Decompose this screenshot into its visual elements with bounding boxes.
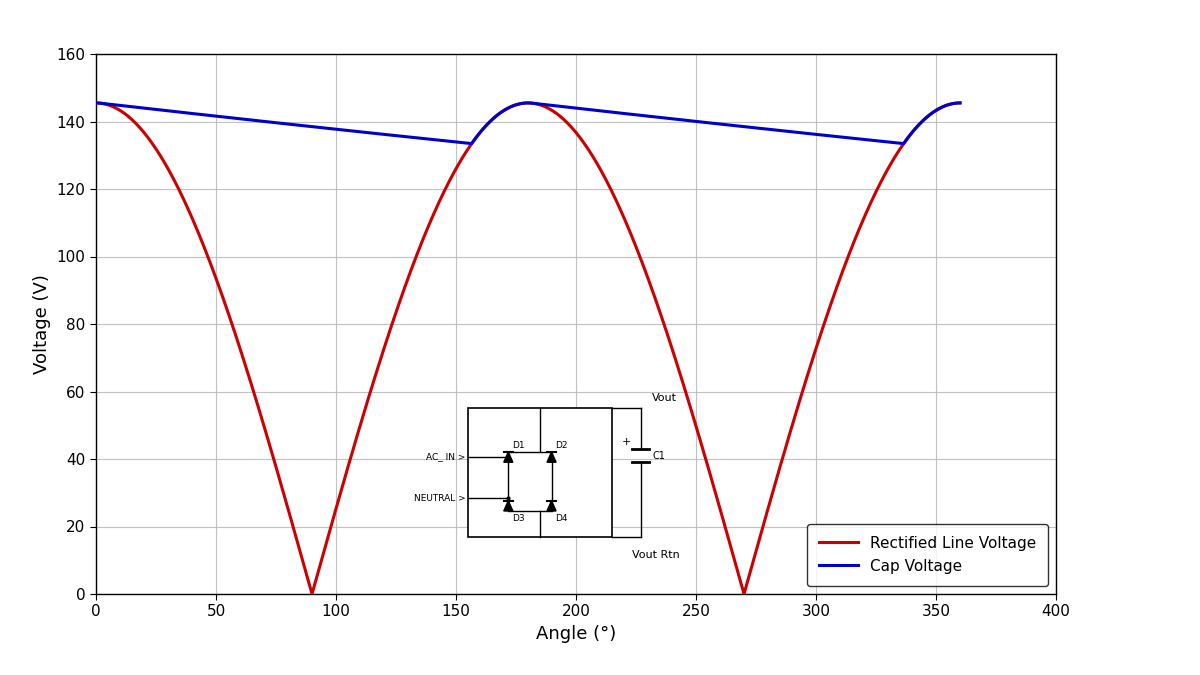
Text: D2: D2 bbox=[556, 441, 568, 450]
Text: D3: D3 bbox=[512, 514, 524, 523]
Cap Voltage bbox=[89, 99, 103, 107]
Polygon shape bbox=[504, 501, 512, 511]
Text: D1: D1 bbox=[512, 441, 524, 450]
Text: NEUTRAL >: NEUTRAL > bbox=[414, 493, 466, 503]
Rectified Line Voltage bbox=[498, 106, 512, 114]
Cap Voltage bbox=[383, 131, 397, 139]
Rectified Line Voltage bbox=[745, 562, 760, 570]
Line: Cap Voltage: Cap Voltage bbox=[96, 103, 960, 144]
Rectified Line Voltage bbox=[906, 127, 920, 135]
Cap Voltage bbox=[906, 127, 920, 135]
Y-axis label: Voltage (V): Voltage (V) bbox=[34, 274, 52, 374]
Text: AC_ IN >: AC_ IN > bbox=[426, 453, 466, 462]
Line: Rectified Line Voltage: Rectified Line Voltage bbox=[96, 103, 960, 594]
Cap Voltage bbox=[896, 140, 911, 148]
Text: D4: D4 bbox=[556, 514, 568, 523]
Cap Voltage bbox=[498, 106, 512, 114]
Rectified Line Voltage bbox=[917, 116, 931, 124]
Polygon shape bbox=[504, 452, 512, 462]
Text: C1: C1 bbox=[653, 451, 666, 460]
Rectified Line Voltage bbox=[737, 590, 751, 598]
Rectified Line Voltage bbox=[383, 327, 397, 335]
Polygon shape bbox=[547, 501, 556, 511]
Rectified Line Voltage bbox=[953, 99, 967, 107]
Cap Voltage bbox=[720, 121, 734, 129]
Cap Voltage bbox=[953, 99, 967, 107]
Bar bbox=[468, 408, 612, 537]
Legend: Rectified Line Voltage, Cap Voltage: Rectified Line Voltage, Cap Voltage bbox=[808, 524, 1049, 587]
Text: Vout Rtn: Vout Rtn bbox=[632, 550, 680, 560]
X-axis label: Angle (°): Angle (°) bbox=[536, 625, 616, 643]
Text: Vout: Vout bbox=[652, 394, 677, 404]
Rectified Line Voltage bbox=[720, 531, 734, 539]
Polygon shape bbox=[547, 452, 556, 462]
Cap Voltage bbox=[745, 124, 760, 132]
Rectified Line Voltage bbox=[89, 99, 103, 107]
Text: +: + bbox=[622, 437, 631, 448]
Cap Voltage bbox=[917, 116, 931, 124]
